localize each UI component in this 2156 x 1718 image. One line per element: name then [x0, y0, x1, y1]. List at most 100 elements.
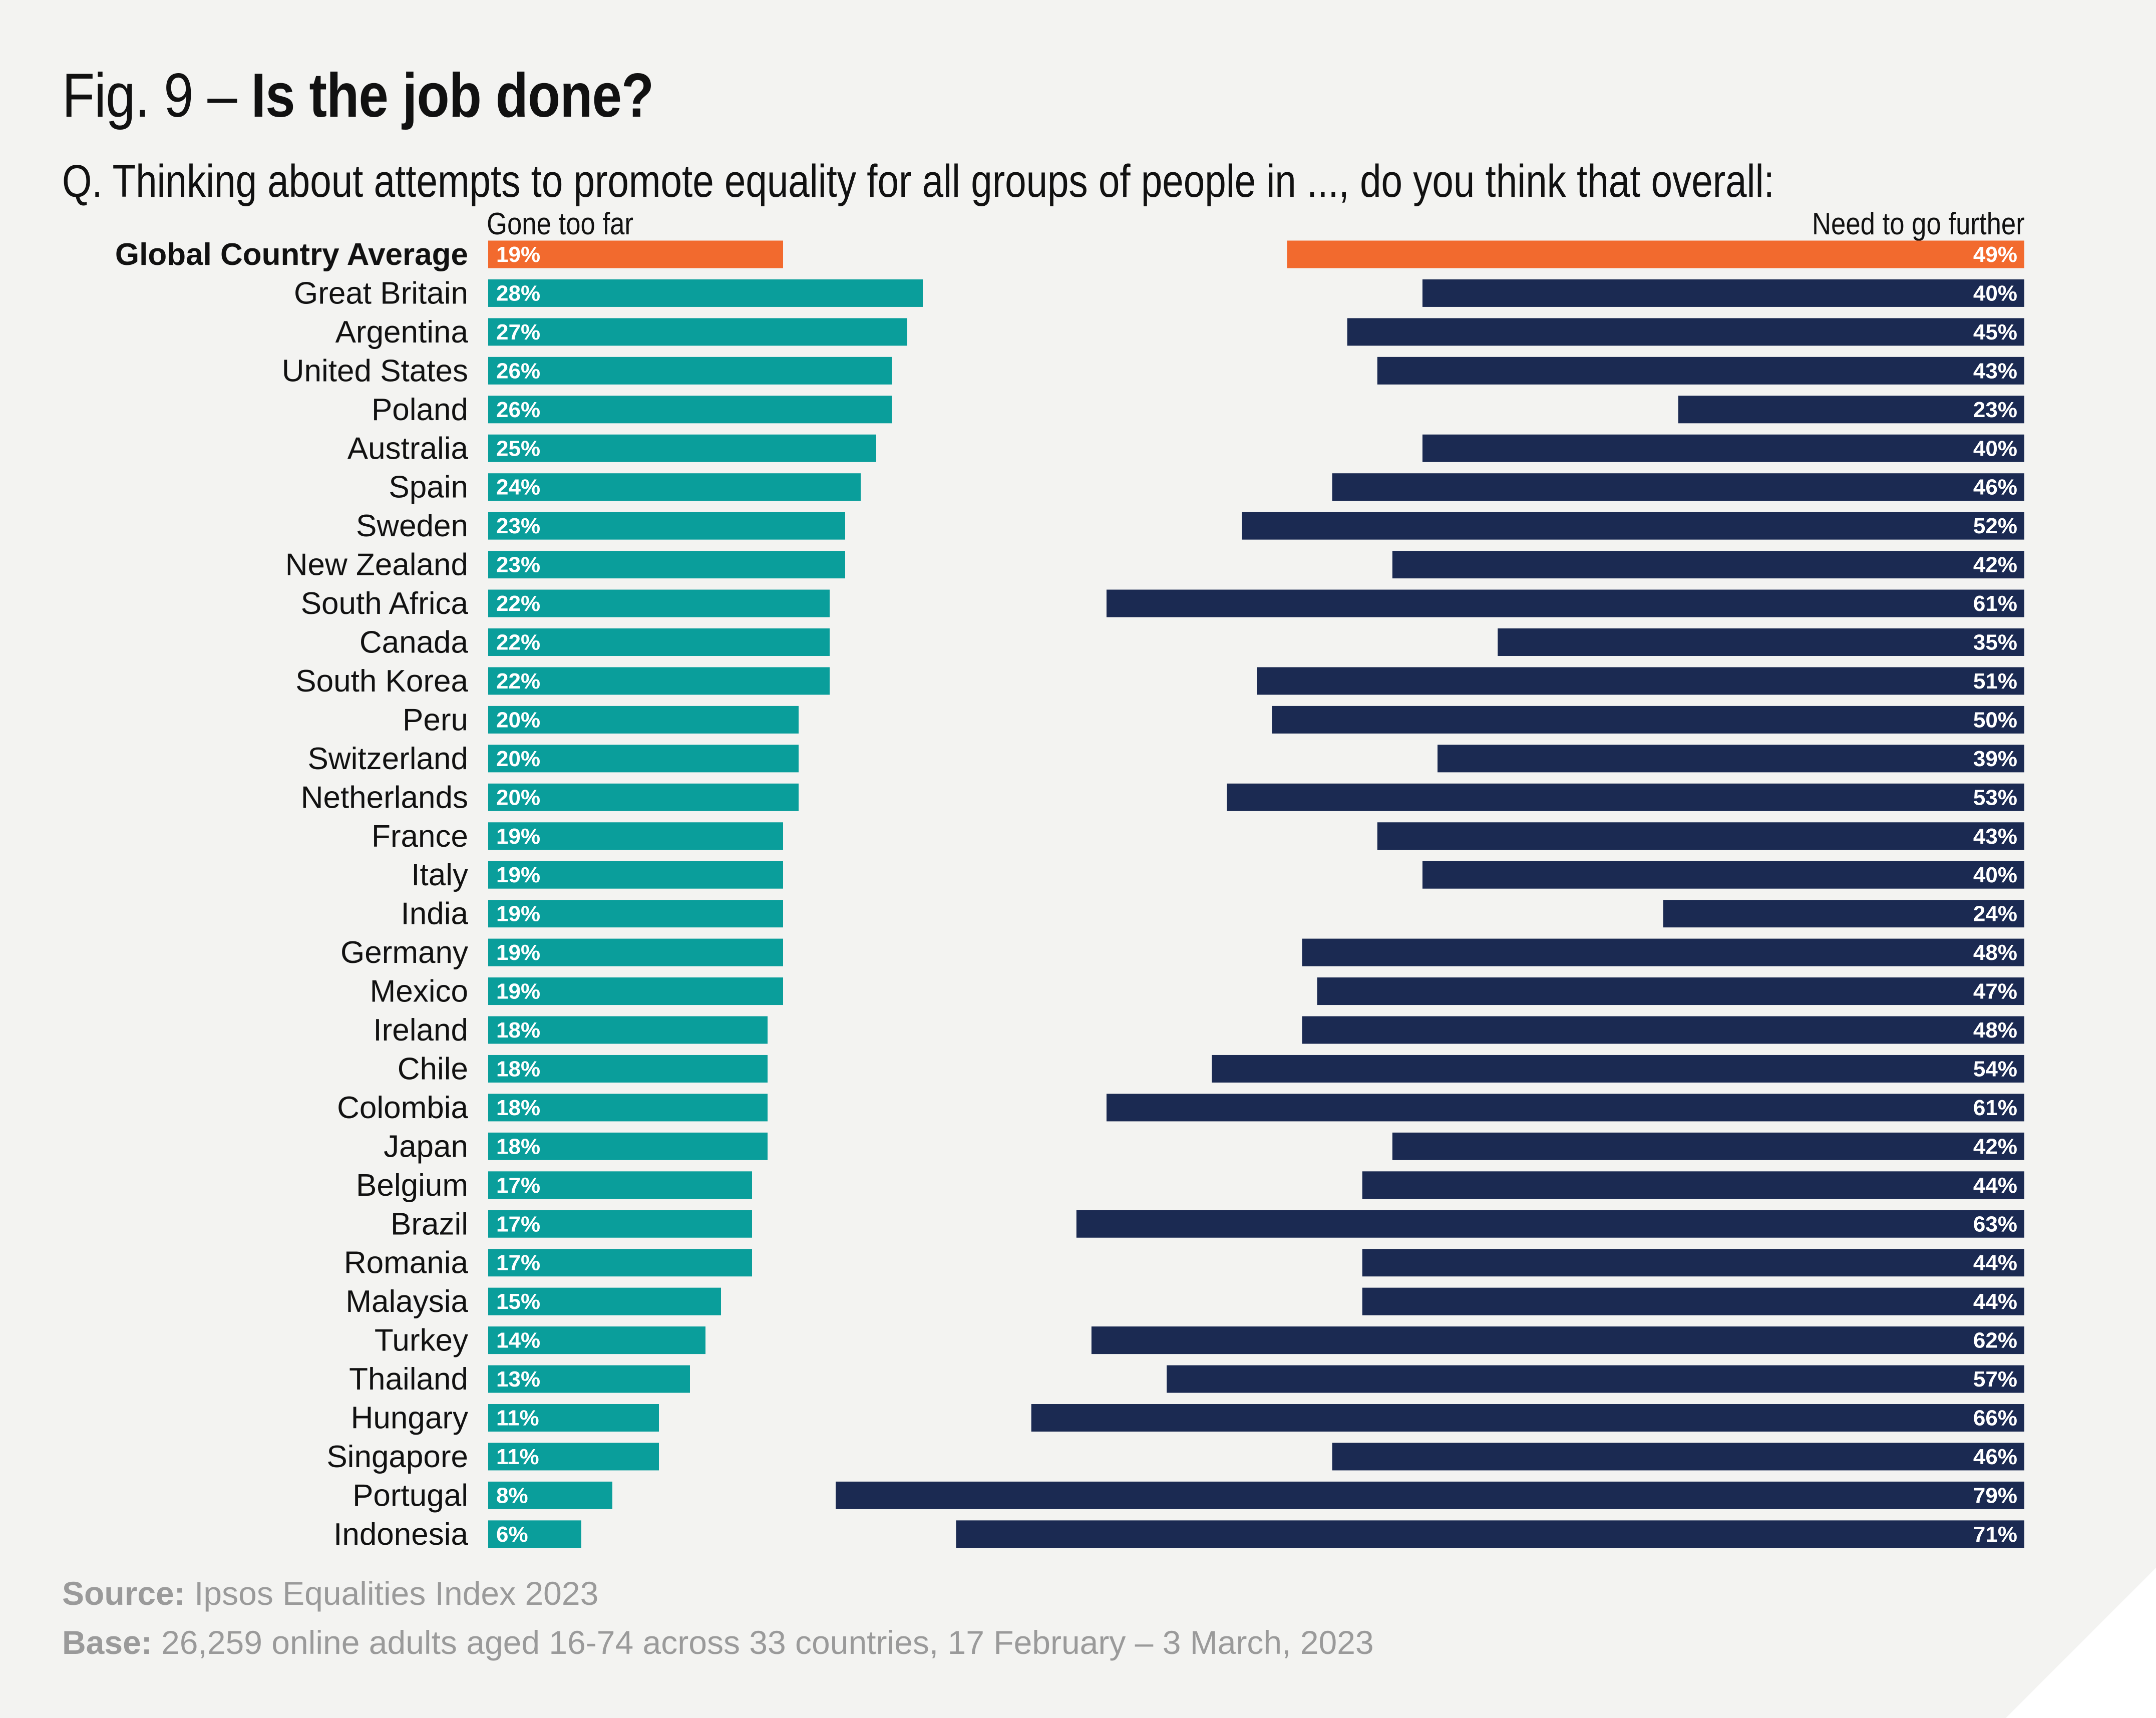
- need-to-go-further-bar-sweden: [1242, 512, 2024, 540]
- need-to-go-further-value-switzerland: 39%: [1973, 747, 2017, 771]
- category-label-south-africa: South Africa: [301, 586, 469, 621]
- gone-too-far-bar-india: [488, 900, 783, 928]
- gone-too-far-value-south-korea: 22%: [496, 669, 540, 694]
- need-to-go-further-value-japan: 42%: [1973, 1134, 2017, 1159]
- category-label-global-country-average: Global Country Average: [115, 237, 468, 272]
- page-corner-fold: [2006, 1568, 2156, 1718]
- need-to-go-further-value-chile: 54%: [1973, 1057, 2017, 1081]
- category-label-singapore: Singapore: [326, 1440, 468, 1474]
- gone-too-far-value-peru: 20%: [496, 708, 540, 732]
- need-to-go-further-value-hungary: 66%: [1973, 1406, 2017, 1431]
- figure-title: Fig. 9 – Is the job done?: [62, 60, 654, 131]
- need-to-go-further-value-canada: 35%: [1973, 630, 2017, 655]
- category-label-belgium: Belgium: [356, 1168, 468, 1203]
- need-to-go-further-value-thailand: 57%: [1973, 1367, 2017, 1392]
- gone-too-far-bar-malaysia: [488, 1287, 721, 1315]
- gone-too-far-value-switzerland: 20%: [496, 747, 540, 771]
- gone-too-far-bar-peru: [488, 706, 799, 734]
- category-label-japan: Japan: [384, 1129, 468, 1164]
- gone-too-far-bar-poland: [488, 396, 892, 424]
- category-label-france: France: [372, 819, 468, 854]
- need-to-go-further-bar-india: [1663, 900, 2024, 928]
- need-to-go-further-bar-netherlands: [1227, 783, 2024, 811]
- need-to-go-further-value-malaysia: 44%: [1973, 1289, 2017, 1314]
- need-to-go-further-value-belgium: 44%: [1973, 1173, 2017, 1198]
- need-to-go-further-value-united-states: 43%: [1973, 359, 2017, 383]
- category-label-chile: Chile: [398, 1052, 468, 1086]
- need-to-go-further-value-poland: 23%: [1973, 398, 2017, 422]
- category-label-malaysia: Malaysia: [345, 1284, 468, 1319]
- need-to-go-further-value-south-africa: 61%: [1973, 591, 2017, 616]
- gone-too-far-bar-south-korea: [488, 667, 830, 695]
- category-label-great-britain: Great Britain: [294, 276, 468, 310]
- need-to-go-further-value-new-zealand: 42%: [1973, 553, 2017, 577]
- gone-too-far-bar-singapore: [488, 1443, 659, 1471]
- need-to-go-further-value-colombia: 61%: [1973, 1096, 2017, 1120]
- need-to-go-further-value-mexico: 47%: [1973, 979, 2017, 1004]
- need-to-go-further-value-global-country-average: 49%: [1973, 242, 2017, 267]
- category-label-south-korea: South Korea: [295, 664, 468, 699]
- category-label-spain: Spain: [389, 470, 468, 505]
- need-to-go-further-value-india: 24%: [1973, 902, 2017, 926]
- gone-too-far-value-hungary: 11%: [496, 1406, 539, 1431]
- gone-too-far-bar-japan: [488, 1132, 768, 1160]
- gone-too-far-bar-switzerland: [488, 745, 799, 773]
- source-label: Source:: [62, 1575, 185, 1612]
- gone-too-far-bar-chile: [488, 1055, 768, 1083]
- need-to-go-further-bar-indonesia: [956, 1520, 2024, 1548]
- category-label-united-states: United States: [282, 354, 468, 388]
- figure-title-prefix: Fig. 9 –: [62, 61, 237, 130]
- need-to-go-further-bar-belgium: [1362, 1171, 2024, 1199]
- need-to-go-further-bar-hungary: [1031, 1404, 2024, 1432]
- gone-too-far-bar-thailand: [488, 1365, 690, 1393]
- category-label-sweden: Sweden: [356, 509, 468, 543]
- gone-too-far-value-singapore: 11%: [496, 1445, 539, 1469]
- gone-too-far-bar-hungary: [488, 1404, 659, 1432]
- need-to-go-further-bar-global-country-average: [1287, 240, 2024, 268]
- gone-too-far-value-chile: 18%: [496, 1057, 540, 1081]
- figure-title-bold: Is the job done?: [251, 61, 654, 130]
- gone-too-far-value-great-britain: 28%: [496, 281, 540, 305]
- source-note: Source: Ipsos Equalities Index 2023: [62, 1574, 598, 1612]
- gone-too-far-value-france: 19%: [496, 824, 540, 849]
- need-to-go-further-bar-chile: [1212, 1055, 2024, 1083]
- category-label-india: India: [401, 897, 469, 931]
- gone-too-far-bar-indonesia: [488, 1520, 581, 1548]
- need-to-go-further-bar-mexico: [1317, 977, 2024, 1005]
- need-to-go-further-value-italy: 40%: [1973, 863, 2017, 887]
- need-to-go-further-bar-united-states: [1377, 357, 2024, 385]
- category-label-brazil: Brazil: [391, 1207, 468, 1241]
- gone-too-far-value-thailand: 13%: [496, 1367, 540, 1392]
- category-label-canada: Canada: [360, 625, 469, 660]
- gone-too-far-bar-turkey: [488, 1326, 705, 1354]
- need-to-go-further-bar-romania: [1362, 1249, 2024, 1277]
- gone-too-far-bar-australia: [488, 434, 876, 462]
- need-to-go-further-header: Need to go further: [1812, 207, 2025, 241]
- need-to-go-further-bar-portugal: [836, 1481, 2024, 1509]
- gone-too-far-bar-spain: [488, 473, 861, 501]
- gone-too-far-bar-mexico: [488, 977, 783, 1005]
- need-to-go-further-value-germany: 48%: [1973, 940, 2017, 965]
- need-to-go-further-bar-australia: [1422, 434, 2024, 462]
- category-label-peru: Peru: [403, 703, 468, 737]
- need-to-go-further-bar-spain: [1332, 473, 2024, 501]
- need-to-go-further-bar-italy: [1422, 861, 2024, 889]
- need-to-go-further-bar-japan: [1392, 1132, 2024, 1160]
- gone-too-far-value-united-states: 26%: [496, 359, 540, 383]
- gone-too-far-bar-great-britain: [488, 279, 923, 307]
- category-label-germany: Germany: [340, 935, 468, 970]
- need-to-go-further-bar-thailand: [1167, 1365, 2024, 1393]
- need-to-go-further-bar-switzerland: [1438, 745, 2024, 773]
- category-label-ireland: Ireland: [373, 1013, 468, 1048]
- gone-too-far-value-global-country-average: 19%: [496, 242, 540, 267]
- gone-too-far-value-south-africa: 22%: [496, 591, 540, 616]
- category-label-hungary: Hungary: [351, 1401, 468, 1436]
- gone-too-far-value-japan: 18%: [496, 1134, 540, 1159]
- gone-too-far-value-netherlands: 20%: [496, 785, 540, 810]
- need-to-go-further-value-singapore: 46%: [1973, 1445, 2017, 1469]
- base-note: Base: 26,259 online adults aged 16-74 ac…: [62, 1623, 1374, 1661]
- gone-too-far-bar-france: [488, 822, 783, 850]
- gone-too-far-value-india: 19%: [496, 902, 540, 926]
- gone-too-far-value-poland: 26%: [496, 398, 540, 422]
